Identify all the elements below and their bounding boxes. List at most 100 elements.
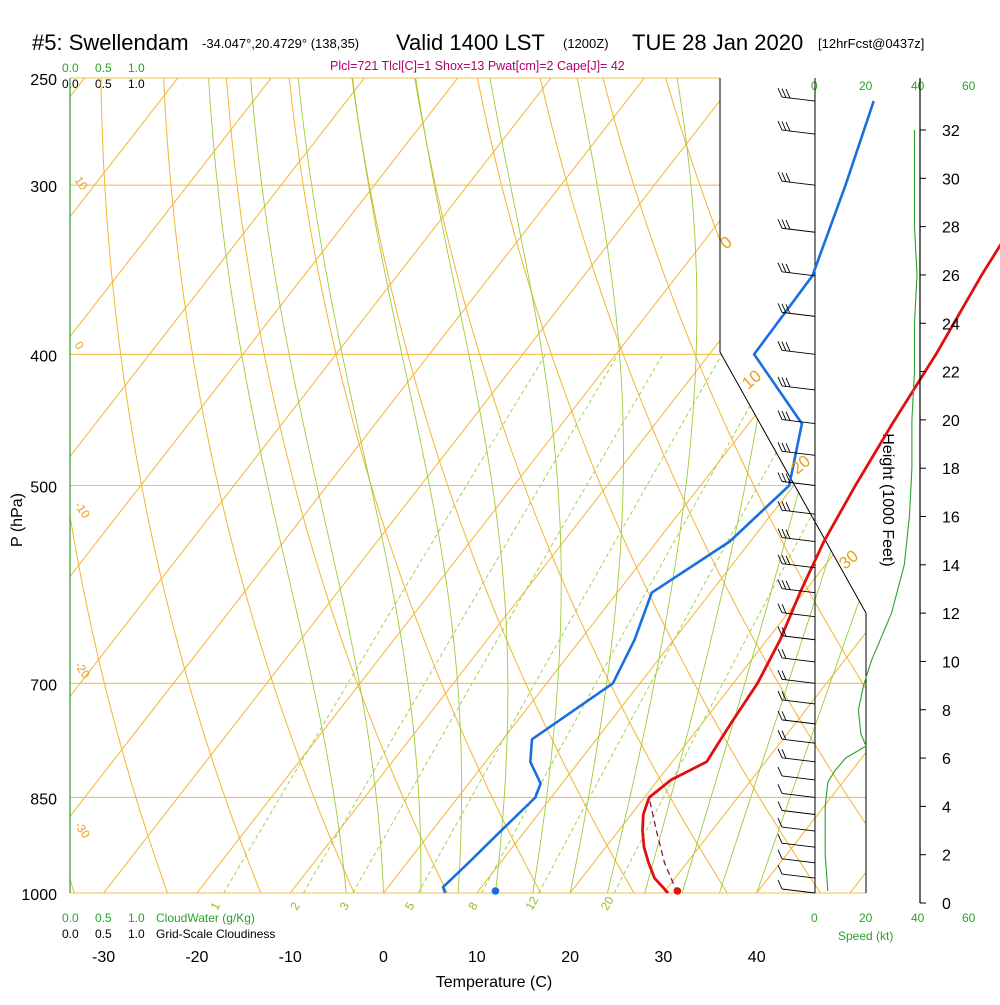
- wind-barb-shaft: [782, 589, 815, 593]
- wind-barb: [778, 341, 815, 354]
- wind-barb: [778, 784, 815, 797]
- wind-barb-shaft: [782, 564, 815, 568]
- wind-speed-line: [825, 130, 917, 891]
- isotherm-label: 10: [72, 174, 91, 193]
- wind-barb: [778, 172, 815, 185]
- wind-barb-flag: [782, 711, 786, 720]
- top-green-0: 0.0: [62, 61, 79, 75]
- temperature-tick-label: 40: [748, 949, 766, 966]
- wind-barb-shaft: [782, 758, 815, 762]
- wind-barb: [778, 801, 815, 814]
- valid-date: TUE 28 Jan 2020: [632, 30, 803, 55]
- wind-barb-flag: [778, 767, 782, 776]
- wind-barb-flag: [778, 580, 782, 589]
- cloudiness-label: Grid-Scale Cloudiness: [156, 927, 275, 941]
- top-black-1: 0.5: [95, 77, 112, 91]
- speed-axis-label: Speed (kt): [838, 929, 893, 943]
- pressure-tick-label: 500: [30, 480, 57, 497]
- wind-barb-flag: [778, 730, 782, 739]
- wind-barb-shaft: [782, 272, 815, 276]
- diagnostics-line: Plcl=721 Tlcl[C]=1 Shox=13 Pwat[cm]=2 Ca…: [330, 59, 625, 73]
- wind-barb: [778, 580, 815, 593]
- wind-barb: [778, 219, 815, 232]
- isotherm-label: 10: [738, 366, 765, 393]
- wind-barb-shaft: [782, 889, 815, 893]
- height-tick-label: 10: [942, 654, 960, 671]
- wind-barb: [778, 767, 815, 780]
- isotherm-label: -10: [72, 499, 94, 522]
- height-tick-label: 26: [942, 268, 960, 285]
- dry-adiabat-line: [854, 78, 1000, 893]
- height-tick-label: 16: [942, 510, 960, 527]
- wind-barb-flag: [786, 122, 790, 131]
- wind-barb-flag: [786, 89, 790, 98]
- zulu-time: (1200Z): [563, 36, 609, 51]
- wind-barb-flag: [778, 784, 782, 793]
- wind-barb: [778, 670, 815, 683]
- station-title: #5: Swellendam: [32, 30, 189, 55]
- temperature-tick-label: 0: [379, 949, 388, 966]
- wind-barb: [778, 749, 815, 762]
- wind-barb-flag: [786, 264, 790, 273]
- wind-barb-flag: [778, 219, 782, 228]
- pressure-tick-label: 1000: [21, 887, 57, 904]
- wind-barb-flag: [782, 649, 786, 658]
- temperature-tick-label: -20: [185, 949, 208, 966]
- wind-barb-flag: [786, 581, 790, 590]
- wind-barb: [778, 263, 815, 276]
- wind-barb-flag: [782, 411, 786, 420]
- bottom-speed-scale: 0 20 40 60 Speed (kt): [811, 911, 976, 943]
- surface_temperature-marker: [674, 887, 682, 895]
- wind-barb-flag: [782, 173, 786, 182]
- wind-barb-shaft: [782, 228, 815, 232]
- wind-barb-flag: [778, 88, 782, 97]
- temperature-tick-label: -30: [92, 949, 115, 966]
- station-coords: -34.047°,20.4729° (138,35): [202, 36, 359, 51]
- wind-barb-flag: [778, 627, 782, 636]
- wind-barb-flag: [782, 443, 786, 452]
- isotherm-label: -30: [72, 819, 94, 842]
- height-tick-label: 0: [942, 896, 951, 913]
- wind-barb-flag: [778, 172, 782, 181]
- wind-barb-flag: [778, 377, 782, 386]
- wind-barb-shaft: [782, 776, 815, 780]
- height-tick-label: 2: [942, 848, 951, 865]
- wind-barb-flag: [782, 122, 786, 131]
- wind-barb-flag: [782, 342, 786, 351]
- wind-barb-flag: [782, 473, 786, 482]
- bottom-green-0: 0.0: [62, 911, 79, 925]
- mixing-ratio-label: 5: [402, 899, 418, 912]
- pressure-tick-label: 300: [30, 179, 57, 196]
- height-tick-label: 14: [942, 558, 960, 575]
- wind-barb-shaft: [782, 386, 815, 390]
- wind-barb: [778, 88, 815, 101]
- wind-barb-flag: [778, 691, 782, 700]
- bottom-speed-0: 0: [811, 911, 818, 925]
- wind-barb-shaft: [782, 181, 815, 185]
- wind-barb-flag: [786, 474, 790, 483]
- height-tick-label: 28: [942, 220, 960, 237]
- wind-barb-flag: [782, 671, 786, 680]
- mixing-ratio-label: 20: [598, 894, 617, 913]
- wind-barb-shaft: [782, 827, 815, 831]
- wind-barb-flag: [778, 411, 782, 420]
- pressure-tick-label: 700: [30, 677, 57, 694]
- wind-barb-flag: [786, 443, 790, 452]
- bottom-speed-2: 40: [911, 911, 925, 925]
- wind-barb-flag: [786, 173, 790, 182]
- grid-layer: [0, 78, 1000, 893]
- wind-barb-flag: [778, 341, 782, 350]
- wind-barb-flag: [782, 580, 786, 589]
- wind-barb-flag: [778, 473, 782, 482]
- wind-barb-flag: [782, 263, 786, 272]
- x-axis-title: Temperature (C): [436, 974, 552, 991]
- wind-barb-shaft: [782, 482, 815, 486]
- top-cloudwater-scale: 0.0 0.5 1.0: [62, 61, 145, 75]
- mixing-ratio-line: [418, 354, 722, 893]
- height-tick-label: 20: [942, 413, 960, 430]
- wind-barb-shaft: [782, 130, 815, 134]
- wind-barb-flag: [778, 865, 782, 874]
- mixing-ratio-label: 2: [287, 899, 303, 912]
